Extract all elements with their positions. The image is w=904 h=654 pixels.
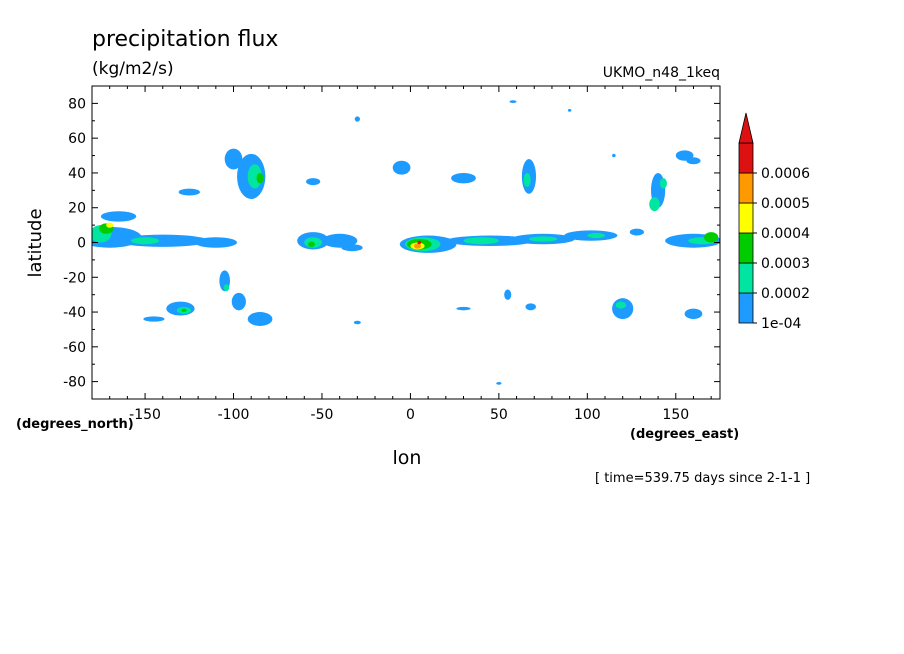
contour-region-41 [649,197,660,212]
colorbar-label: 1e-04 [761,316,801,332]
colorbar: 1e-04 0.0002 0.0003 0.0004 0.0005 0.0006 [738,112,810,332]
contour-region-18 [306,178,321,186]
contour-region-24 [413,243,422,249]
dataset-label: UKMO_n48_1keq [603,65,720,81]
colorbar-swatch [738,232,754,264]
colorbar-label: 0.0003 [761,256,810,272]
contour-region-44 [686,157,701,165]
contour-region-60 [509,100,517,104]
y-tick-label: -60 [63,340,86,356]
contour-region-5 [106,222,114,228]
contour-region-57 [684,308,703,320]
colorbar-swatch [738,292,754,324]
contour-region-61 [567,108,572,112]
contour-region-62 [496,381,502,385]
contour-region-59 [456,306,471,311]
contour-region-16 [321,233,358,248]
contour-region-42 [659,178,667,189]
contour-region-37 [451,172,476,184]
contour-region-53 [504,289,512,300]
contour-region-58 [353,320,361,325]
x-tick-label: -150 [129,407,161,423]
axis-ticks: -150 -100 -50 0 50 100 150 -80 -60 -40 -20 0 20 40 60 8… [63,86,720,423]
y-axis-label: latitude [25,208,46,277]
contour-region-51 [247,312,273,326]
y-tick-label: 40 [68,166,86,182]
contour-region-56 [615,301,627,309]
contour-region-34 [704,232,719,243]
contour-region-2 [194,237,238,248]
chart-title: precipitation flux [92,27,278,52]
contour-region-54 [525,303,537,311]
contour-region-31 [587,232,606,239]
contour-region-55 [612,298,634,320]
x-tick-label: 150 [662,407,689,423]
contour-region-48 [143,316,165,322]
colorbar-label: 0.0005 [761,196,810,212]
contour-region-19 [354,116,361,122]
contour-region-15 [307,241,315,247]
colorbar-label: 0.0004 [761,226,810,242]
contour-region-25 [417,240,422,245]
y-tick-label: 60 [68,131,86,147]
contour-region-29 [528,236,558,242]
colorbar-swatch [738,142,754,174]
contour-region-63 [612,153,616,158]
y-tick-label: 20 [68,201,86,217]
contour-region-35 [629,228,644,236]
time-label: [ time=539.75 days since 2-1-1 ] [595,471,810,486]
y-tick-label: -20 [63,270,86,286]
y-tick-label: -40 [63,305,86,321]
contour-region-9 [224,148,243,170]
x-units-label: (degrees_east) [630,427,739,442]
contour-region-12 [178,188,200,196]
x-tick-label: -100 [218,407,250,423]
contour-region-36 [392,160,411,175]
x-tick-label: 50 [490,407,508,423]
x-tick-label: -50 [311,407,334,423]
contour-region-27 [463,237,499,245]
colorbar-label: 0.0006 [761,166,810,182]
colorbar-swatch [738,262,754,294]
contour-region-6 [100,211,137,222]
y-tick-label: 0 [77,236,86,252]
colorbar-swatch [738,172,754,204]
x-tick-label: 100 [574,407,601,423]
colorbar-label: 0.0002 [761,286,810,302]
y-tick-label: -80 [63,375,86,391]
contour-region-7 [130,237,160,245]
contour-region-52 [223,284,230,292]
contour-region-50 [231,292,246,311]
chart-units: (kg/m2/s) [92,59,174,79]
contour-region-17 [341,244,363,252]
contour-fill-layer [92,100,720,385]
x-tick-label: 0 [406,407,415,423]
colorbar-extend-arrow [738,112,754,144]
contour-region-47 [181,308,187,313]
contour-region-11 [256,172,264,184]
contour-region-39 [523,172,531,187]
colorbar-swatch [738,202,754,234]
contour-region-1 [116,234,209,247]
y-tick-label: 80 [68,96,86,112]
x-axis-label: lon [393,447,422,469]
y-units-label: (degrees_north) [16,417,134,432]
